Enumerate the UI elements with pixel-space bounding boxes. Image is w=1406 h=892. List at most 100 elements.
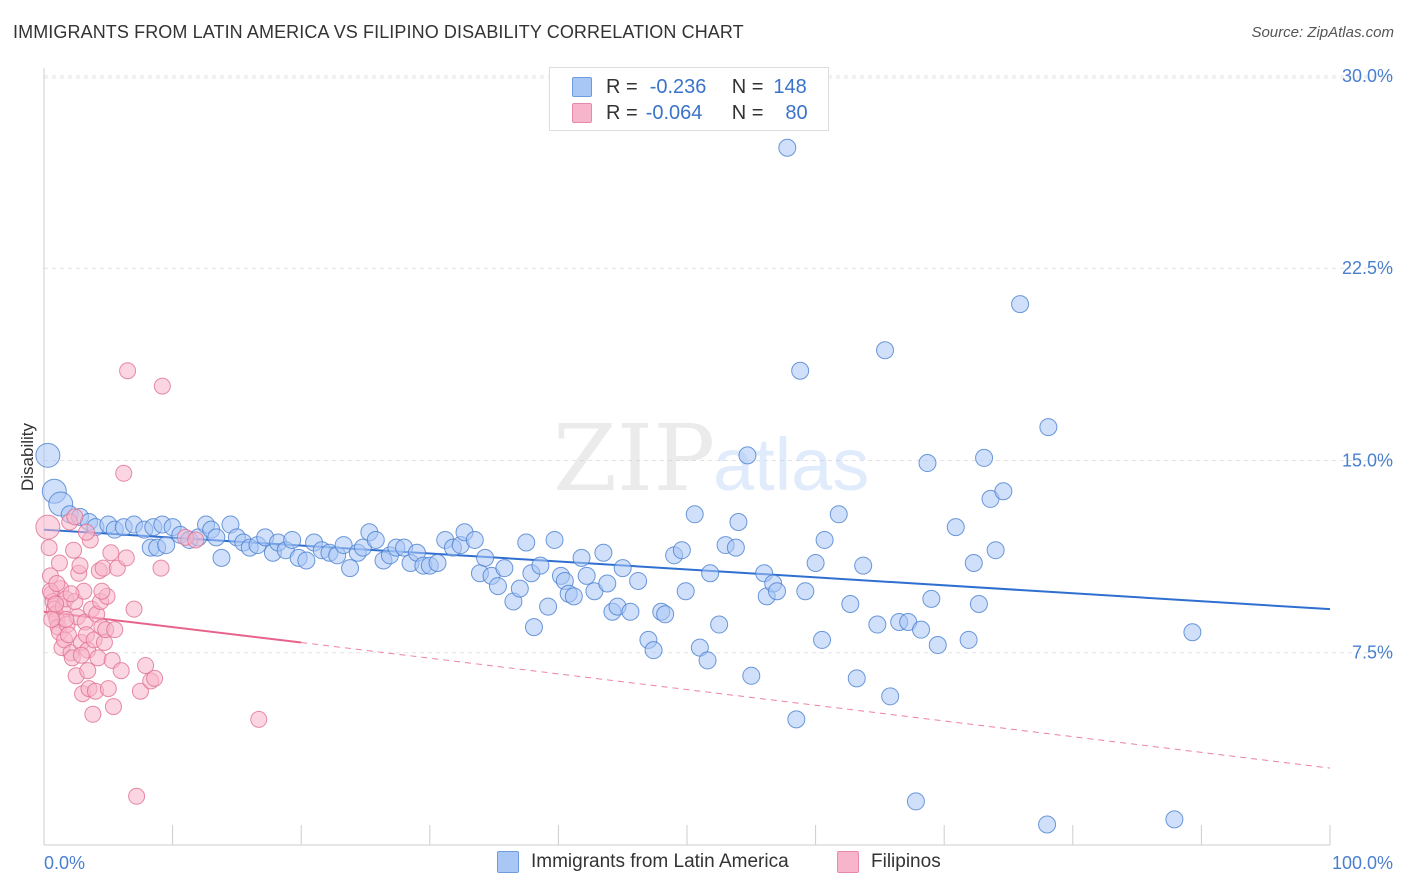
point-latin-america (545, 530, 564, 549)
point-latin-america (524, 618, 543, 637)
point-filipinos (187, 531, 205, 549)
point-latin-america (341, 559, 360, 578)
legend-swatch-latin-america (497, 851, 519, 873)
legend-item-latin-america[interactable]: Immigrants from Latin America (497, 851, 789, 873)
point-latin-america (881, 687, 900, 706)
point-filipinos (47, 595, 65, 613)
point-filipinos (43, 610, 61, 628)
point-latin-america (297, 551, 316, 570)
point-filipinos (119, 362, 137, 380)
point-filipinos (115, 464, 133, 482)
r-label: R = (606, 75, 638, 98)
point-latin-america (815, 530, 834, 549)
point-latin-america (495, 559, 514, 578)
point-filipinos (131, 682, 149, 700)
point-latin-america (1165, 810, 1184, 829)
n-value: 148 (773, 75, 807, 98)
point-latin-america (701, 564, 720, 583)
point-latin-america (791, 361, 810, 380)
point-filipinos (146, 669, 164, 687)
source-label: Source: ZipAtlas.com (1251, 24, 1394, 41)
point-latin-america (778, 138, 797, 157)
point-filipinos (106, 621, 124, 639)
point-filipinos (50, 554, 68, 572)
point-latin-america (1011, 295, 1030, 314)
point-latin-america (476, 548, 495, 567)
data-points (35, 138, 1202, 834)
point-latin-america (572, 548, 591, 567)
point-latin-america (729, 512, 748, 531)
stats-swatch-latin-america (572, 77, 592, 97)
point-latin-america (946, 518, 965, 537)
legend-swatch-filipinos (837, 851, 859, 873)
x-tick-label-end: 100.0% (1332, 853, 1393, 873)
point-latin-america (854, 556, 873, 575)
point-latin-america (676, 582, 695, 601)
n-label: N = (731, 101, 764, 124)
point-latin-america (428, 554, 447, 573)
point-latin-america (613, 559, 632, 578)
point-filipinos (79, 662, 97, 680)
point-latin-america (366, 530, 385, 549)
point-filipinos (104, 698, 122, 716)
point-latin-america (644, 641, 663, 660)
y-tick-label: 15.0% (1342, 450, 1393, 470)
grid-lines (44, 75, 1392, 654)
y-axis-label: Disability (18, 422, 37, 491)
trend-lines (43, 528, 1331, 769)
y-tick-label: 22.5% (1342, 258, 1393, 278)
point-filipinos (137, 657, 155, 675)
point-latin-america (912, 620, 931, 639)
point-latin-america (829, 505, 848, 524)
point-latin-america (334, 536, 353, 555)
point-latin-america (959, 630, 978, 649)
point-latin-america (994, 482, 1013, 501)
point-filipinos (71, 557, 89, 575)
point-filipinos (35, 514, 61, 540)
point-latin-america (964, 554, 983, 573)
point-latin-america (918, 454, 937, 473)
point-latin-america (738, 446, 757, 465)
point-latin-america (598, 574, 617, 593)
point-latin-america (1183, 623, 1202, 642)
point-latin-america (787, 710, 806, 729)
n-label: N = (731, 75, 764, 98)
point-latin-america (847, 669, 866, 688)
point-latin-america (969, 595, 988, 614)
stats-legend: R = -0.236 N = 148 R = -0.064 N = 80 (549, 67, 829, 131)
point-latin-america (35, 442, 61, 468)
point-filipinos (125, 600, 143, 618)
point-latin-america (577, 566, 596, 585)
point-filipinos (102, 544, 120, 562)
point-latin-america (594, 543, 613, 562)
point-filipinos (62, 585, 80, 603)
n-value: 80 (785, 101, 808, 124)
watermark-zip: ZIP (553, 405, 715, 512)
point-latin-america (531, 556, 550, 575)
point-latin-america (975, 448, 994, 467)
legend-item-filipinos[interactable]: Filipinos (837, 851, 941, 873)
point-latin-america (868, 615, 887, 634)
point-filipinos (84, 705, 102, 723)
point-filipinos (89, 649, 107, 667)
point-latin-america (1038, 815, 1057, 834)
point-filipinos (72, 646, 90, 664)
point-latin-america (629, 571, 648, 590)
legend-label-latin-america: Immigrants from Latin America (531, 851, 789, 872)
point-latin-america (656, 605, 675, 624)
point-filipinos (66, 508, 84, 526)
point-filipinos (128, 787, 146, 805)
point-latin-america (517, 533, 536, 552)
point-filipinos (77, 523, 95, 541)
point-latin-america (922, 589, 941, 608)
point-filipinos (57, 610, 75, 628)
r-value: -0.064 (645, 101, 703, 124)
point-latin-america (510, 579, 529, 598)
point-latin-america (876, 341, 895, 360)
point-latin-america (488, 577, 507, 596)
point-latin-america (986, 541, 1005, 560)
point-filipinos (153, 377, 171, 395)
point-filipinos (250, 710, 268, 728)
point-latin-america (813, 630, 832, 649)
point-latin-america (621, 602, 640, 621)
